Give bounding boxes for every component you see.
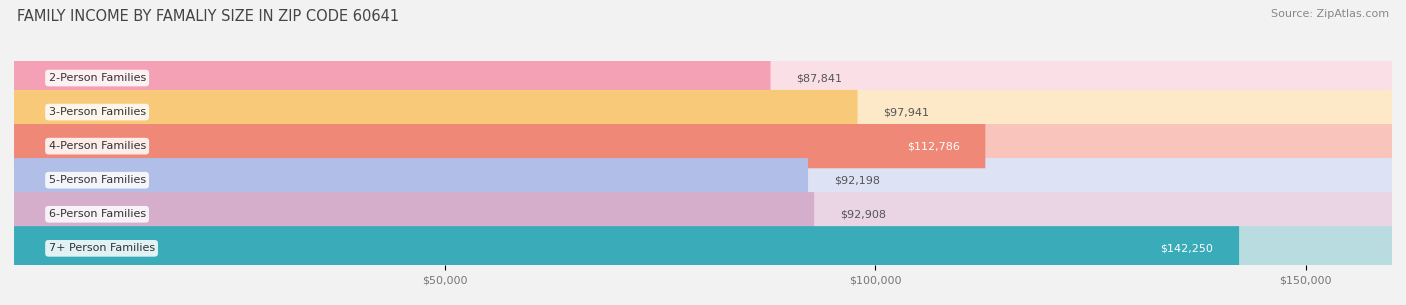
Text: $142,250: $142,250 <box>1160 243 1213 253</box>
FancyBboxPatch shape <box>14 226 1392 271</box>
FancyBboxPatch shape <box>14 90 1392 134</box>
Text: $92,908: $92,908 <box>839 209 886 219</box>
Text: 2-Person Families: 2-Person Families <box>48 73 146 83</box>
FancyBboxPatch shape <box>14 158 808 202</box>
Text: 7+ Person Families: 7+ Person Families <box>48 243 155 253</box>
Text: Source: ZipAtlas.com: Source: ZipAtlas.com <box>1271 9 1389 19</box>
FancyBboxPatch shape <box>14 192 1392 236</box>
FancyBboxPatch shape <box>14 90 858 134</box>
Text: 6-Person Families: 6-Person Families <box>48 209 146 219</box>
Text: $112,786: $112,786 <box>907 141 959 151</box>
FancyBboxPatch shape <box>14 56 770 100</box>
FancyBboxPatch shape <box>14 158 1392 202</box>
FancyBboxPatch shape <box>14 192 814 236</box>
Text: $92,198: $92,198 <box>834 175 880 185</box>
FancyBboxPatch shape <box>14 56 1392 100</box>
Text: FAMILY INCOME BY FAMALIY SIZE IN ZIP CODE 60641: FAMILY INCOME BY FAMALIY SIZE IN ZIP COD… <box>17 9 399 24</box>
FancyBboxPatch shape <box>14 124 1392 168</box>
Text: 4-Person Families: 4-Person Families <box>48 141 146 151</box>
FancyBboxPatch shape <box>14 124 986 168</box>
Text: $97,941: $97,941 <box>883 107 929 117</box>
Text: $87,841: $87,841 <box>796 73 842 83</box>
Text: 5-Person Families: 5-Person Families <box>48 175 146 185</box>
Text: 3-Person Families: 3-Person Families <box>48 107 146 117</box>
FancyBboxPatch shape <box>14 226 1239 271</box>
